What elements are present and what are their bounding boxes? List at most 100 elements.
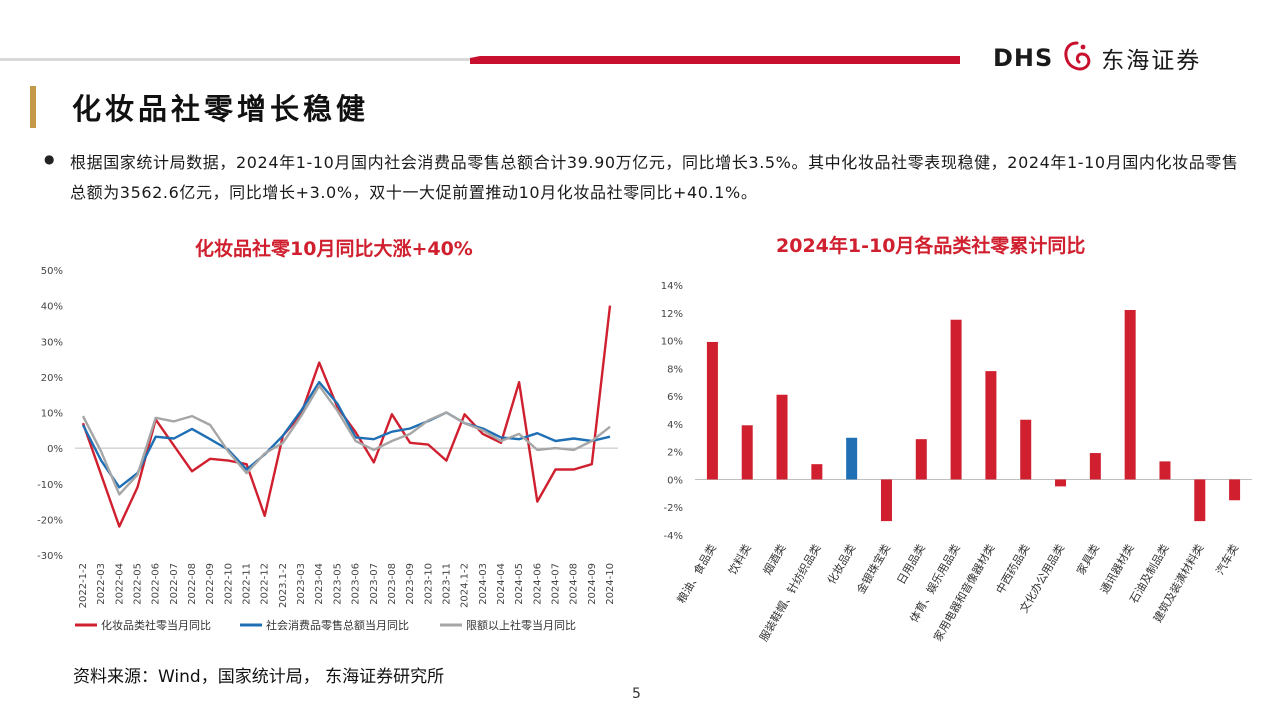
y-tick-label: 0% — [47, 444, 63, 455]
x-tick-label: 2024-04 — [496, 563, 507, 605]
bar — [1055, 479, 1067, 487]
bar — [1159, 461, 1171, 480]
x-tick-label: 2023-05 — [332, 563, 343, 605]
bar — [915, 439, 927, 480]
bar — [1194, 479, 1206, 522]
category-label: 家用电器和音像器材类 — [930, 542, 997, 644]
page-number: 5 — [632, 686, 641, 702]
bar — [1020, 419, 1032, 480]
y-tick-label: 50% — [41, 266, 63, 277]
bar-chart: -4% -2% 0% 2% 4% 6% 8% 10% 12% 14% 粮油、食品类 饮料类 烟酒类服装鞋… — [661, 281, 1252, 644]
x-tick-label: 2023-04 — [314, 563, 325, 605]
x-tick-label: 2023-07 — [369, 563, 380, 605]
y-tick-label: 40% — [41, 302, 63, 313]
legend-label: 社会消费品零售总额当月同比 — [266, 618, 409, 632]
x-tick-label: 2022-11 — [242, 563, 253, 605]
category-label: 饮料类 — [725, 542, 754, 578]
line-chart-title: 化妆品社零10月同比大涨+40% — [195, 238, 473, 260]
category-label: 服装鞋帽、针纺织品类 — [756, 542, 823, 644]
category-label: 粮油、食品类 — [674, 542, 719, 606]
y-tick-label: 4% — [667, 420, 683, 431]
stripe-red — [470, 56, 960, 64]
y-tick-label: -10% — [37, 480, 63, 491]
x-tick-label: 2022-1-2 — [78, 563, 89, 608]
y-tick-label: 2% — [667, 448, 683, 459]
category-label: 汽车类 — [1213, 542, 1242, 578]
category-label: 日用品类 — [894, 542, 928, 587]
y-tick-label: 30% — [41, 337, 63, 348]
bar — [706, 341, 718, 480]
data-source: 资料来源：Wind，国家统计局， 东海证券研究所 — [73, 667, 445, 687]
series-line-1 — [81, 380, 611, 489]
dragon-emblem-icon — [1064, 41, 1091, 71]
x-tick-label: 2024-07 — [550, 563, 561, 605]
y-tick-label: 10% — [661, 337, 683, 348]
y-tick-label: 10% — [41, 409, 63, 420]
x-tick-label: 2022-08 — [187, 563, 198, 605]
bar-chart-title: 2024年1-10月各品类社零累计同比 — [776, 235, 1086, 257]
x-tick-label: 2024-06 — [532, 563, 543, 605]
bar — [950, 319, 962, 480]
line-chart: -30% -20% -10% 0% 10% 20% 30% 40% 50% 2022-1-2 202… — [37, 266, 618, 632]
y-tick-label: -20% — [37, 515, 63, 526]
x-tick-label: 2024-08 — [569, 563, 580, 605]
x-tick-label: 2024-09 — [587, 563, 598, 605]
bar — [1089, 453, 1101, 480]
page-title: 化妆品社零增长稳健 — [72, 92, 370, 126]
bullet-icon: ● — [44, 152, 55, 166]
y-tick-label: 14% — [661, 281, 683, 292]
y-tick-label: -30% — [37, 551, 63, 562]
x-tick-label: 2023-11 — [441, 563, 452, 605]
bar — [1229, 479, 1241, 501]
y-tick-label: 6% — [667, 392, 683, 403]
y-tick-label: -4% — [664, 531, 683, 542]
series-line-2 — [81, 384, 611, 496]
y-tick-label: 8% — [667, 364, 683, 375]
series-line-0 — [81, 305, 612, 528]
category-label: 通讯器材类 — [1097, 542, 1137, 597]
bar — [776, 394, 788, 480]
bar — [985, 371, 997, 480]
logo-text: DHS — [993, 44, 1054, 72]
x-tick-label: 2023-08 — [387, 563, 398, 605]
summary-text: 根据国家统计局数据，2024年1-10月国内社会消费品零售总额合计39.90万亿… — [70, 153, 1239, 202]
category-label: 家具类 — [1073, 542, 1102, 578]
x-tick-label: 2022-05 — [133, 563, 144, 605]
category-label: 化妆品类 — [824, 542, 858, 587]
company-logo: DHS 东海证券 — [993, 36, 1243, 80]
x-tick-label: 2022-03 — [96, 563, 107, 605]
bar — [741, 425, 753, 480]
x-tick-label: 2024.1-2 — [460, 563, 471, 608]
y-tick-label: -2% — [664, 503, 683, 514]
x-tick-label: 2022-07 — [169, 563, 180, 605]
x-tick-label: 2022-09 — [205, 563, 216, 605]
title-accent-bar — [30, 86, 36, 128]
bar — [811, 464, 823, 480]
category-label: 中西药品类 — [993, 542, 1033, 597]
header-stripe — [0, 56, 960, 64]
x-tick-label: 2024-05 — [514, 563, 525, 605]
bar — [1124, 310, 1136, 480]
x-tick-label: 2023-03 — [296, 563, 307, 605]
bar — [846, 437, 858, 480]
category-label: 烟酒类 — [760, 542, 789, 578]
x-tick-label: 2023-06 — [351, 563, 362, 605]
y-tick-label: 0% — [667, 475, 683, 486]
y-tick-label: 12% — [661, 309, 683, 320]
y-tick-label: 20% — [41, 373, 63, 384]
bar — [880, 479, 892, 522]
legend-label: 化妆品类社零当月同比 — [101, 618, 211, 632]
x-tick-label: 2023-09 — [405, 563, 416, 605]
x-tick-label: 2022-10 — [223, 563, 234, 605]
x-tick-label: 2022-06 — [151, 563, 162, 605]
x-tick-label: 2022-12 — [260, 563, 271, 605]
x-tick-label: 2024-10 — [605, 563, 616, 605]
x-tick-label: 2022-04 — [114, 563, 125, 605]
stripe-gray — [0, 58, 470, 61]
x-tick-label: 2023.1-2 — [278, 563, 289, 608]
x-tick-label: 2024-03 — [478, 563, 489, 605]
legend-label: 限额以上社零当月同比 — [466, 618, 576, 632]
category-label: 金银珠宝类 — [853, 542, 893, 597]
company-name: 东海证券 — [1101, 48, 1202, 74]
x-tick-label: 2023-10 — [423, 563, 434, 605]
